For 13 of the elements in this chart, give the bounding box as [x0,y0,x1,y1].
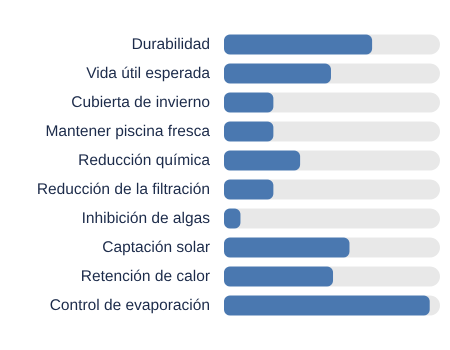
bar [224,122,274,142]
y-tick-label: Mantener piscina fresca [45,123,210,140]
bar [224,92,274,112]
bar [224,180,274,200]
y-tick-label: Control de evaporación [50,297,210,314]
y-tick-label: Retención de calor [80,268,210,285]
y-tick-label: Reducción química [78,152,210,169]
y-tick-label: Durabilidad [132,36,210,53]
y-tick-label: Cubierta de invierno [71,94,210,111]
y-tick-label: Reducción de la filtración [36,181,210,198]
y-tick-label: Captación solar [102,239,210,256]
y-tick-label: Inhibición de algas [82,210,210,227]
y-tick-label: Vida útil esperada [86,65,210,82]
